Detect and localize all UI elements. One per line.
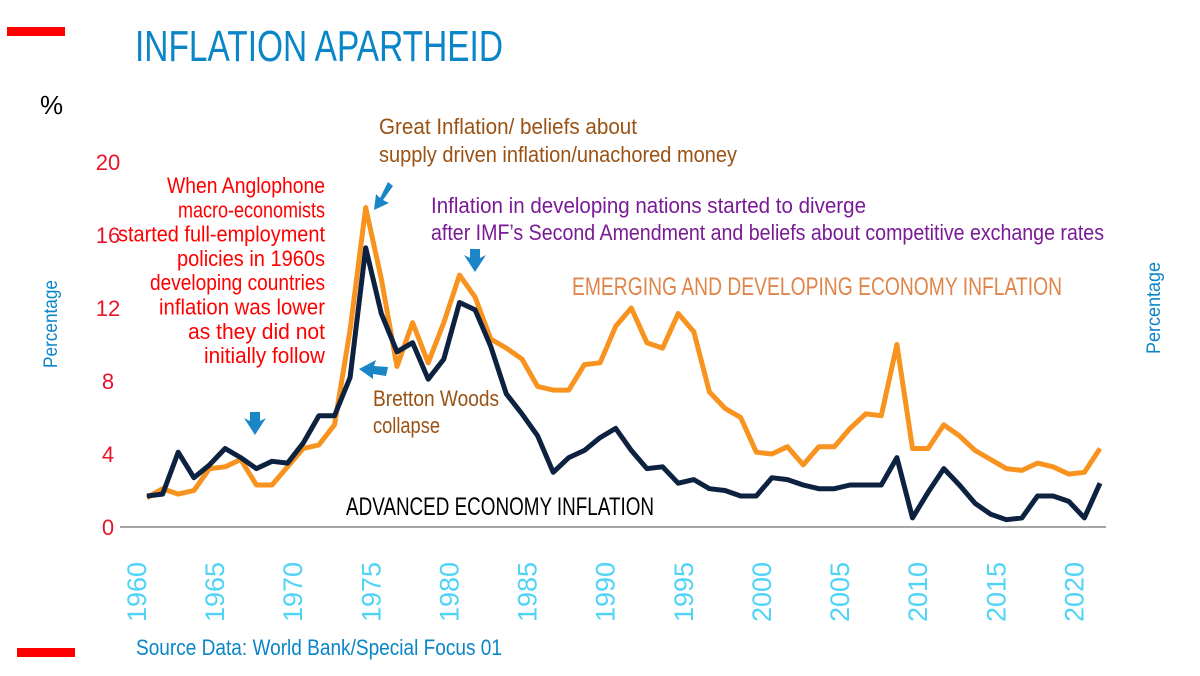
accent-bar-top [7, 27, 65, 36]
x-tick-label: 2005 [825, 562, 855, 622]
annotation-imf: after IMF’s Second Amendment and beliefs… [431, 220, 1104, 245]
annotation-anglophone: as they did not [188, 319, 325, 344]
annotation-arrows [244, 182, 486, 435]
emerging-economy-line [145, 205, 1103, 500]
y-tick-label: 16 [96, 223, 120, 248]
y-tick-label: 4 [102, 442, 114, 467]
y-axis-label-right: Percentage [1144, 262, 1165, 354]
x-tick-label: 2015 [981, 562, 1011, 622]
annotation-anglophone: started full-employment [118, 222, 325, 247]
annotation-anglophone: policies in 1960s [177, 246, 325, 271]
y-tick-label: 8 [102, 369, 114, 394]
x-tick-label: 1990 [591, 562, 621, 622]
annotation-anglophone: macro-economists [178, 197, 325, 222]
chart-title: INFLATION APARTHEID [135, 22, 503, 71]
arrow-down-icon [244, 412, 266, 435]
annotation-bretton_woods: Bretton Woods [373, 386, 499, 411]
annotation-anglophone: developing countries [150, 270, 325, 295]
x-tick-label: 2020 [1059, 562, 1089, 622]
x-tick-label: 1965 [200, 562, 230, 622]
arrow-down-left-icon [374, 182, 393, 210]
x-tick-label: 1980 [434, 562, 464, 622]
arrow-left-icon [359, 360, 388, 379]
annotation-great_inflation: Great Inflation/ beliefs about [379, 114, 637, 139]
y-tick-label: 0 [102, 515, 114, 540]
annotation-anglophone: When Anglophone [167, 173, 325, 198]
x-tick-label: 1985 [513, 562, 543, 622]
arrow-down-icon [464, 249, 486, 272]
x-tick-label: 2000 [747, 562, 777, 622]
advanced-economy-line [146, 245, 1103, 523]
x-tick-label: 1960 [122, 562, 152, 622]
annotation-anglophone: inflation was lower [159, 295, 325, 320]
x-tick-label: 1970 [278, 562, 308, 622]
source-note: Source Data: World Bank/Special Focus 01 [136, 635, 502, 660]
y-tick-label: 12 [96, 296, 120, 321]
unit-symbol: % [40, 90, 63, 120]
series-label-advanced: ADVANCED ECONOMY INFLATION [346, 493, 654, 521]
x-tick-label: 1975 [356, 562, 386, 622]
annotation-great_inflation: supply driven inflation/unachored money [379, 142, 737, 167]
annotation-anglophone: initially follow [204, 343, 325, 368]
x-tick-label: 1995 [669, 562, 699, 622]
annotation-imf: Inflation in developing nations started … [431, 193, 866, 218]
y-axis-label-left: Percentage [41, 280, 62, 368]
accent-bar-bottom [17, 648, 75, 657]
annotation-bretton_woods: collapse [373, 413, 440, 438]
x-tick-label: 2010 [903, 562, 933, 622]
y-tick-label: 20 [96, 150, 120, 175]
series-label-emerging: EMERGING AND DEVELOPING ECONOMY INFLATIO… [572, 273, 1062, 301]
